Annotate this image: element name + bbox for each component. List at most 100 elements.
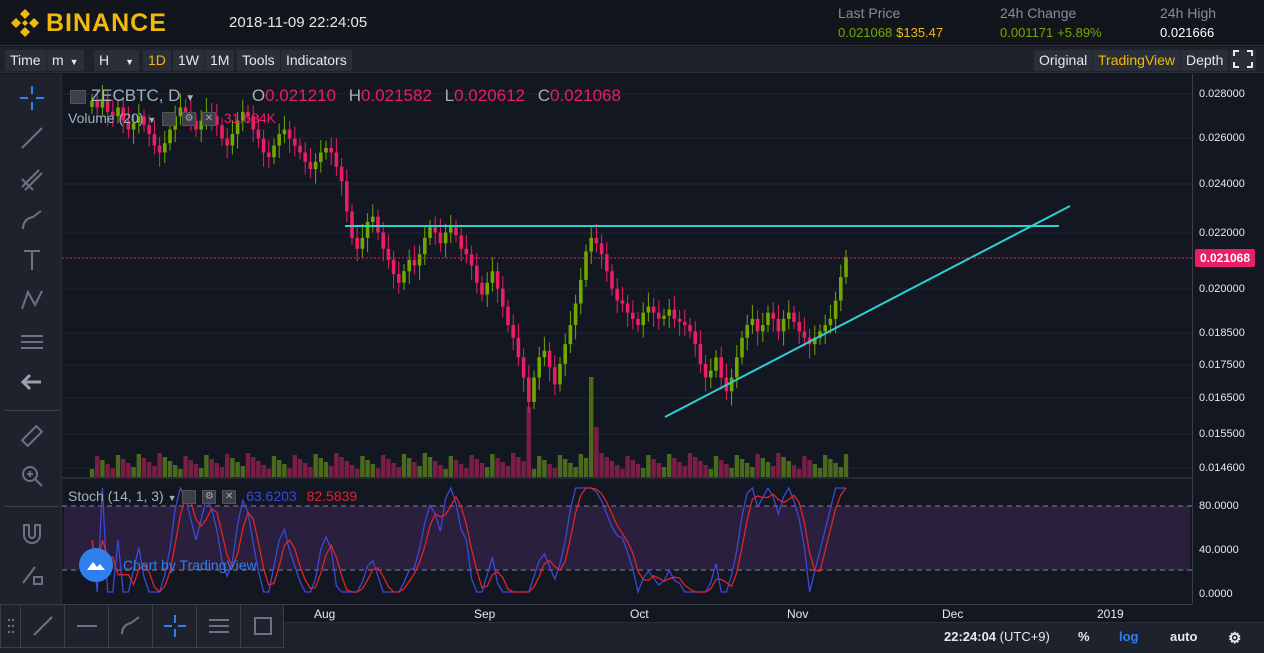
hide-indicator-icon[interactable] xyxy=(162,112,177,127)
minutes-label: m xyxy=(52,52,64,68)
volume-bar xyxy=(266,469,271,477)
auto-toggle[interactable]: auto xyxy=(1170,629,1198,644)
low-value: 0.020612 xyxy=(454,86,526,105)
candle-body xyxy=(339,166,344,182)
hide-series-icon[interactable] xyxy=(70,89,86,104)
text-tool-icon[interactable] xyxy=(18,246,46,274)
price-axis[interactable]: 0.028000 0.026000 0.024000 0.022000 0.02… xyxy=(1192,74,1264,604)
ruler-icon[interactable] xyxy=(18,422,46,450)
fullscreen-icon[interactable] xyxy=(1230,50,1256,71)
brush-icon[interactable] xyxy=(109,605,153,647)
candle-body xyxy=(95,101,99,108)
log-toggle[interactable]: log xyxy=(1119,629,1139,644)
candle-body xyxy=(547,350,552,368)
volume-caret-icon[interactable]: ▼ xyxy=(147,115,157,125)
volume-bar xyxy=(823,455,828,477)
candle-body xyxy=(235,120,240,135)
tools-button[interactable]: Tools xyxy=(237,50,280,71)
percent-toggle[interactable]: % xyxy=(1078,629,1090,644)
trend-line-icon[interactable] xyxy=(18,124,46,152)
volume-bar xyxy=(245,453,251,477)
volume-value: 31.684K xyxy=(223,110,277,126)
candle-body xyxy=(631,312,635,319)
time-axis[interactable]: Aug Sep Oct Nov Dec 2019 xyxy=(62,604,1192,622)
interval-1w-button[interactable]: 1W xyxy=(173,50,204,71)
time-button[interactable]: Time xyxy=(5,50,46,71)
volume-bar xyxy=(817,468,823,477)
candle-body xyxy=(839,276,843,301)
candle-body xyxy=(334,152,339,167)
candle-body xyxy=(750,318,755,326)
symbol-caret-icon[interactable]: ▼ xyxy=(185,93,196,104)
price-tick: 0.028000 xyxy=(1199,88,1245,100)
volume-bar xyxy=(609,461,615,477)
settings-gear-icon[interactable]: ⚙ xyxy=(202,490,217,505)
zoom-in-icon[interactable] xyxy=(18,462,46,490)
volume-bar xyxy=(427,457,433,477)
candle-body xyxy=(433,227,437,233)
tradingview-view-button[interactable]: TradingView xyxy=(1093,50,1181,71)
volume-bar xyxy=(204,455,209,477)
crosshair-icon[interactable] xyxy=(153,605,197,647)
volume-bar xyxy=(672,458,677,477)
candle-body xyxy=(589,237,593,252)
price-chart[interactable] xyxy=(62,74,1192,604)
crosshair-icon[interactable] xyxy=(18,84,46,112)
lock-drawing-icon[interactable] xyxy=(18,560,46,588)
volume-label[interactable]: Volume (20) xyxy=(68,110,144,126)
volume-bar xyxy=(422,453,427,477)
measure-icon[interactable] xyxy=(18,328,46,356)
stoch-k-value: 63.6203 xyxy=(246,488,297,504)
tradingview-watermark[interactable]: Chart by TradingView xyxy=(79,548,257,582)
depth-view-button[interactable]: Depth xyxy=(1181,50,1229,71)
candle-body xyxy=(636,318,640,326)
price-tick: 0.016500 xyxy=(1199,392,1245,404)
original-view-button[interactable]: Original xyxy=(1034,50,1093,71)
close-icon[interactable]: ✕ xyxy=(222,490,237,505)
magnet-icon[interactable] xyxy=(18,520,46,548)
volume-bar xyxy=(121,459,126,477)
hide-indicator-icon[interactable] xyxy=(182,490,197,505)
candle-body xyxy=(246,111,250,117)
horizontal-line-icon[interactable] xyxy=(65,605,109,647)
volume-bar xyxy=(729,468,734,477)
candle-body xyxy=(709,370,713,378)
volume-bar xyxy=(693,457,698,477)
interval-1m-button[interactable]: 1M xyxy=(205,50,235,71)
brush-icon[interactable] xyxy=(18,206,46,234)
candle-body xyxy=(116,107,120,117)
settings-gear-icon[interactable]: ⚙ xyxy=(1228,630,1242,647)
stoch-label[interactable]: Stoch (14, 1, 3) xyxy=(68,488,164,504)
hours-dropdown[interactable]: H ▼ xyxy=(94,50,140,71)
indicators-button[interactable]: Indicators xyxy=(281,50,352,71)
pitchfork-icon[interactable] xyxy=(18,166,46,194)
close-icon[interactable]: ✕ xyxy=(201,112,216,127)
channel-icon[interactable] xyxy=(197,605,241,647)
volume-bar xyxy=(594,427,599,477)
candle-body xyxy=(220,125,224,139)
volume-bar xyxy=(469,455,474,477)
candle-body xyxy=(568,325,573,345)
drag-handle-icon[interactable] xyxy=(1,605,21,647)
minutes-dropdown[interactable]: m ▼ xyxy=(47,50,84,71)
rectangle-icon[interactable] xyxy=(241,605,285,647)
candle-body xyxy=(308,161,313,170)
timezone[interactable]: (UTC+9) xyxy=(999,629,1050,644)
candle-body xyxy=(126,120,131,130)
interval-1d-button[interactable]: 1D xyxy=(143,50,171,71)
volume-bar xyxy=(256,461,261,477)
candle-body xyxy=(397,274,401,283)
support-trend-line[interactable] xyxy=(664,205,1071,418)
candle-body xyxy=(620,300,625,304)
trend-line-icon[interactable] xyxy=(21,605,65,647)
back-arrow-icon[interactable] xyxy=(18,368,46,396)
candle-body xyxy=(261,138,266,153)
symbol-label[interactable]: ZECBTC, D xyxy=(90,86,181,105)
settings-gear-icon[interactable]: ⚙ xyxy=(182,112,197,127)
pattern-icon[interactable] xyxy=(18,286,46,314)
candle-body xyxy=(651,306,656,313)
stoch-caret-icon[interactable]: ▼ xyxy=(167,493,177,503)
time-tick: Dec xyxy=(942,607,964,621)
candle-body xyxy=(329,147,333,153)
binance-logo[interactable]: BINANCE xyxy=(10,8,167,38)
